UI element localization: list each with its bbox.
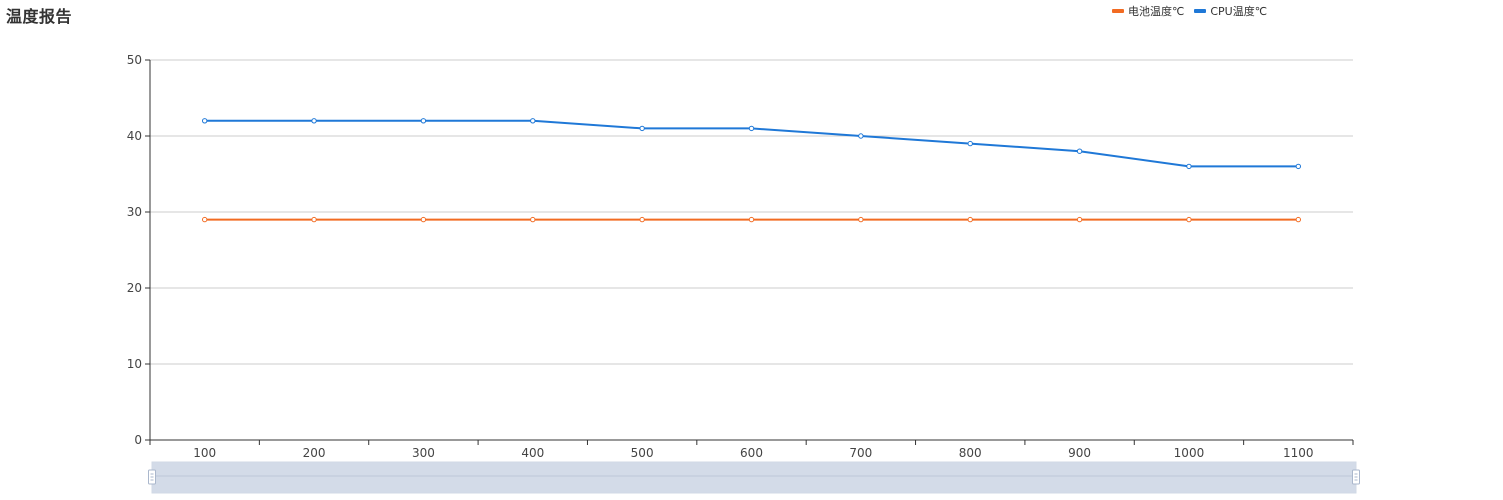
zoom-selection[interactable] bbox=[152, 462, 1356, 493]
data-point-1-0 bbox=[201, 118, 208, 124]
x-tick-label-400: 400 bbox=[521, 446, 544, 460]
x-tick-label-600: 600 bbox=[740, 446, 763, 460]
legend-item-cpu[interactable]: CPU温度℃ bbox=[1194, 3, 1267, 19]
x-tick-label-300: 300 bbox=[412, 446, 435, 460]
x-tick-label-700: 700 bbox=[849, 446, 872, 460]
data-point-0-8 bbox=[1076, 216, 1083, 223]
data-point-1-8 bbox=[1076, 148, 1083, 154]
data-point-0-0 bbox=[201, 216, 208, 223]
data-point-1-1 bbox=[311, 118, 317, 124]
x-tick-label-500: 500 bbox=[631, 446, 654, 460]
data-point-0-10 bbox=[1295, 216, 1302, 223]
data-point-1-9 bbox=[1186, 163, 1192, 170]
data-point-0-5 bbox=[748, 216, 755, 223]
x-tick-label-200: 200 bbox=[303, 446, 326, 460]
y-tick-label-10: 10 bbox=[127, 357, 142, 371]
legend: 电池温度℃ CPU温度℃ bbox=[1112, 3, 1267, 19]
legend-item-battery[interactable]: 电池温度℃ bbox=[1112, 3, 1184, 19]
y-tick-label-50: 50 bbox=[127, 53, 142, 67]
x-tick-label-800: 800 bbox=[959, 446, 982, 460]
y-tick-label-0: 0 bbox=[134, 433, 142, 447]
data-point-1-5 bbox=[748, 125, 755, 132]
data-point-1-7 bbox=[967, 140, 973, 147]
data-point-1-2 bbox=[420, 118, 427, 124]
data-point-0-9 bbox=[1186, 216, 1192, 223]
legend-swatch-battery bbox=[1112, 9, 1124, 13]
data-point-0-1 bbox=[311, 216, 317, 223]
data-point-0-7 bbox=[967, 216, 973, 223]
y-tick-label-30: 30 bbox=[127, 205, 142, 219]
data-point-1-4 bbox=[639, 125, 645, 132]
data-point-0-2 bbox=[420, 216, 427, 223]
data-point-0-4 bbox=[639, 216, 645, 223]
data-point-1-6 bbox=[858, 133, 864, 139]
series-1 bbox=[201, 118, 1302, 170]
data-point-1-10 bbox=[1295, 163, 1302, 170]
chart-title: 温度报告 bbox=[6, 7, 73, 26]
legend-label-battery: 电池温度℃ bbox=[1128, 5, 1185, 18]
data-point-1-3 bbox=[530, 118, 536, 124]
x-tick-label-100: 100 bbox=[193, 446, 216, 460]
y-tick-label-40: 40 bbox=[127, 129, 142, 143]
x-tick-label-1000: 1000 bbox=[1174, 446, 1205, 460]
y-tick-label-20: 20 bbox=[127, 281, 142, 295]
legend-label-cpu: CPU温度℃ bbox=[1210, 5, 1268, 18]
x-tick-label-1100: 1100 bbox=[1283, 446, 1314, 460]
series-0 bbox=[201, 216, 1302, 223]
x-tick-label-900: 900 bbox=[1068, 446, 1091, 460]
legend-swatch-cpu bbox=[1194, 9, 1207, 13]
data-point-0-3 bbox=[530, 216, 536, 223]
data-point-0-6 bbox=[858, 216, 864, 223]
